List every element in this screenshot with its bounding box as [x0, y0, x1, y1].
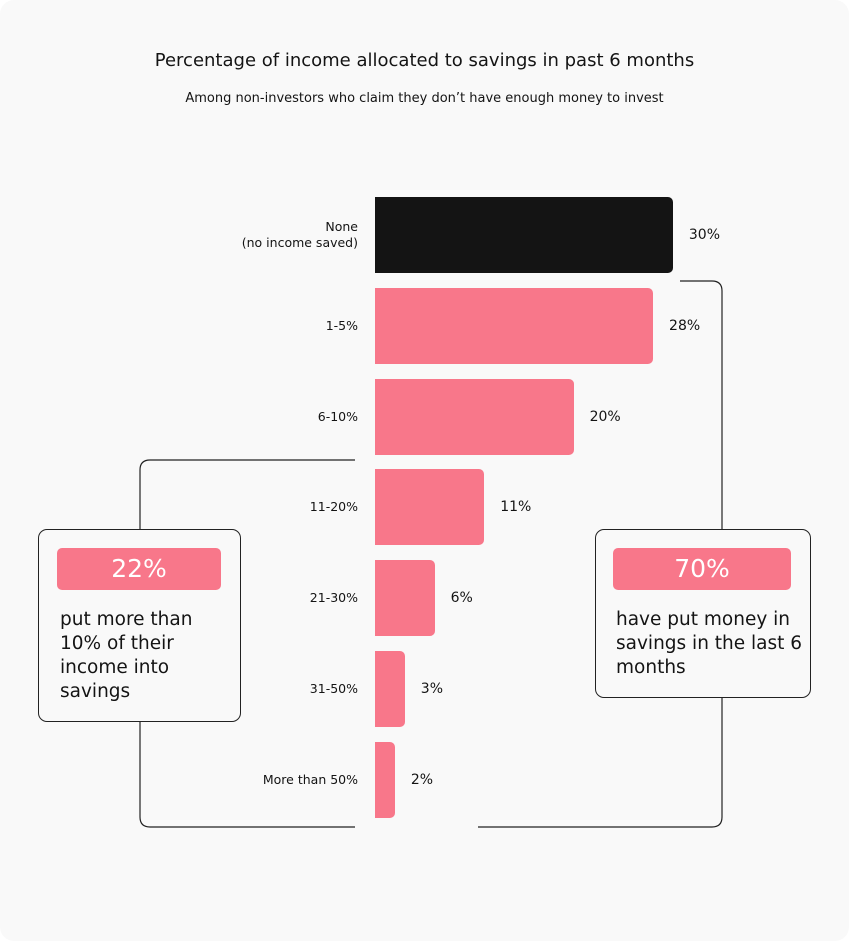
callout-box: 22% put more than 10% of their income in…	[38, 529, 241, 722]
callout-value: 70%	[613, 548, 791, 590]
value-label: 3%	[420, 681, 443, 697]
value-label: 6%	[450, 590, 473, 607]
value-label: 28%	[669, 317, 701, 334]
bar	[375, 469, 485, 546]
bar	[375, 287, 654, 364]
value-label: 20%	[589, 408, 621, 425]
bar	[375, 560, 435, 637]
value-label: 11%	[500, 499, 532, 516]
bar	[375, 378, 574, 455]
callout-value: 22%	[57, 548, 221, 590]
callout-box: 70% have put money in savings in the las…	[595, 529, 811, 698]
callout-text: have put money in savings in the last 6 …	[616, 609, 803, 678]
value-label: 2%	[410, 771, 434, 788]
chart-subtitle: Among non-investors who claim they don’t…	[185, 91, 664, 106]
value-label: 30%	[688, 227, 721, 243]
category-label: 6-10%	[317, 408, 358, 424]
category-label: 1-5%	[325, 317, 358, 333]
bar	[375, 741, 395, 818]
callout-text: put more than 10% of their income into s…	[60, 609, 193, 702]
category-label: 11-20%	[309, 499, 358, 515]
category-label: 31-50%	[309, 681, 358, 696]
category-label: None (no income saved)	[241, 219, 358, 250]
category-label: More than 50%	[262, 771, 358, 787]
bar	[375, 651, 405, 727]
chart-title: Percentage of income allocated to saving…	[154, 50, 695, 71]
bar	[375, 197, 673, 273]
category-label: 21-30%	[309, 590, 358, 606]
